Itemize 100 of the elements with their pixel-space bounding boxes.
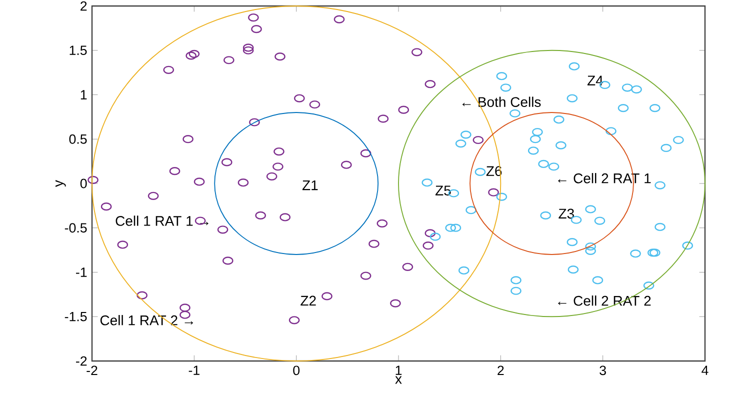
point — [266, 172, 278, 180]
annotation: ← Both Cells — [462, 96, 541, 107]
point — [272, 162, 284, 171]
point — [294, 94, 305, 102]
point — [242, 44, 254, 52]
point — [594, 216, 606, 225]
y-tick-label: 0 — [80, 178, 87, 188]
y-tick-label: 1.5 — [70, 46, 87, 56]
point — [402, 262, 414, 271]
point — [88, 176, 98, 184]
point — [390, 299, 401, 308]
x-tick-label: 1 — [396, 366, 402, 375]
point — [660, 144, 672, 152]
point — [510, 109, 520, 118]
annotation: Z3 — [558, 208, 574, 219]
point — [368, 240, 380, 248]
point — [430, 232, 441, 241]
point — [117, 240, 128, 249]
point — [222, 256, 234, 265]
point — [630, 250, 641, 258]
point — [532, 128, 543, 136]
point — [398, 106, 410, 114]
point — [188, 50, 200, 58]
point — [568, 266, 579, 274]
point — [592, 276, 604, 284]
point — [422, 178, 433, 187]
point — [585, 242, 596, 251]
point — [378, 114, 389, 123]
point — [460, 130, 472, 139]
point — [360, 149, 372, 158]
point — [540, 211, 552, 220]
y-axis-title: y — [56, 180, 66, 187]
point — [450, 224, 462, 232]
point — [585, 205, 596, 214]
point — [334, 15, 345, 24]
point — [360, 272, 372, 280]
point — [496, 192, 508, 201]
point — [445, 224, 456, 232]
point — [224, 56, 234, 64]
point — [341, 160, 352, 169]
point — [376, 219, 388, 228]
point — [238, 178, 249, 187]
point — [242, 46, 254, 54]
point — [566, 238, 578, 246]
point — [424, 229, 436, 238]
point — [510, 286, 522, 295]
point — [673, 136, 684, 144]
point — [249, 118, 260, 126]
y-tick-label: -2 — [76, 356, 87, 366]
x-tick-label: -1 — [188, 366, 200, 375]
annotation: Z4 — [587, 76, 603, 86]
point — [424, 80, 436, 88]
point — [422, 242, 434, 250]
point — [631, 85, 642, 94]
point — [180, 304, 190, 312]
point — [255, 211, 266, 220]
point — [411, 48, 422, 56]
point — [622, 84, 633, 92]
y-tick-label: 2 — [80, 1, 87, 11]
point — [100, 202, 112, 211]
point — [274, 52, 286, 61]
point — [650, 248, 660, 257]
y-tick-label: -1.5 — [64, 312, 87, 322]
point — [472, 136, 484, 144]
x-tick-label: 3 — [600, 366, 606, 376]
point — [528, 146, 539, 155]
point — [650, 104, 660, 112]
point — [566, 94, 578, 102]
y-tick-label: -0.5 — [64, 223, 87, 233]
point — [148, 192, 159, 200]
point — [606, 127, 616, 136]
point — [496, 72, 508, 80]
point — [474, 168, 486, 176]
point — [182, 135, 194, 144]
point — [488, 188, 499, 196]
point — [654, 222, 666, 232]
annotation: Z1 — [302, 180, 318, 190]
point — [280, 213, 290, 222]
point — [288, 316, 300, 324]
y-tick-label: 0.5 — [69, 134, 87, 144]
point — [647, 248, 658, 257]
annotation: Cell 1 RAT 2 → — [100, 315, 194, 326]
annotation: Z5 — [435, 186, 451, 196]
point — [585, 246, 596, 255]
point — [466, 206, 476, 214]
point — [643, 281, 654, 290]
point — [309, 100, 320, 109]
point — [618, 104, 629, 112]
x-tick-label: 0 — [293, 366, 300, 376]
point — [554, 116, 564, 124]
point — [248, 13, 259, 22]
annotation: Z2 — [300, 296, 316, 306]
x-tick-label: 2 — [498, 366, 504, 376]
point — [136, 291, 148, 300]
y-tick-label: -1 — [76, 268, 87, 277]
point — [251, 25, 262, 34]
point — [458, 266, 470, 275]
point — [530, 135, 541, 144]
point — [500, 84, 512, 92]
point — [510, 276, 522, 284]
